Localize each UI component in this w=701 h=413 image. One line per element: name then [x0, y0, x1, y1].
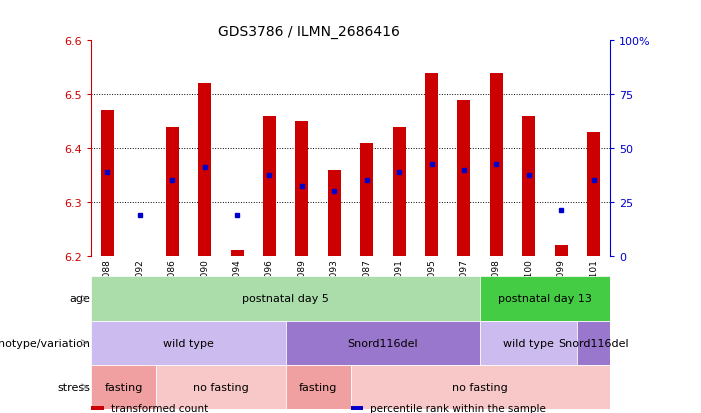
Bar	[578, 321, 610, 365]
Text: wild type: wild type	[163, 338, 214, 348]
Bar	[425, 74, 438, 256]
Bar	[350, 406, 364, 410]
Text: stress: stress	[57, 382, 90, 392]
Bar	[231, 251, 243, 256]
Bar	[91, 277, 480, 321]
Bar	[587, 133, 600, 256]
Text: percentile rank within the sample: percentile rank within the sample	[370, 403, 546, 413]
Bar	[490, 74, 503, 256]
Bar	[286, 321, 480, 365]
Bar	[91, 321, 286, 365]
Bar	[393, 127, 406, 256]
Bar	[263, 116, 276, 256]
Text: Snord116del: Snord116del	[348, 338, 418, 348]
Text: postnatal day 5: postnatal day 5	[243, 294, 329, 304]
Text: genotype/variation: genotype/variation	[0, 338, 90, 348]
Text: no fasting: no fasting	[193, 382, 249, 392]
Bar	[554, 245, 568, 256]
Bar	[480, 277, 610, 321]
Bar	[350, 365, 610, 409]
Bar	[156, 365, 286, 409]
Bar	[198, 84, 211, 256]
Bar	[480, 321, 578, 365]
Bar	[458, 100, 470, 256]
Text: no fasting: no fasting	[452, 382, 508, 392]
Text: fasting: fasting	[299, 382, 337, 392]
Bar	[295, 122, 308, 256]
Text: postnatal day 13: postnatal day 13	[498, 294, 592, 304]
Title: GDS3786 / ILMN_2686416: GDS3786 / ILMN_2686416	[218, 25, 400, 39]
Text: transformed count: transformed count	[111, 403, 207, 413]
Bar	[522, 116, 536, 256]
Bar	[91, 365, 156, 409]
Bar	[286, 365, 350, 409]
Bar	[165, 127, 179, 256]
Bar	[360, 143, 373, 256]
Bar	[328, 170, 341, 256]
Bar	[101, 111, 114, 256]
Text: age: age	[69, 294, 90, 304]
Text: Snord116del: Snord116del	[559, 338, 629, 348]
Text: wild type: wild type	[503, 338, 554, 348]
Text: fasting: fasting	[104, 382, 143, 392]
Bar	[91, 406, 104, 410]
